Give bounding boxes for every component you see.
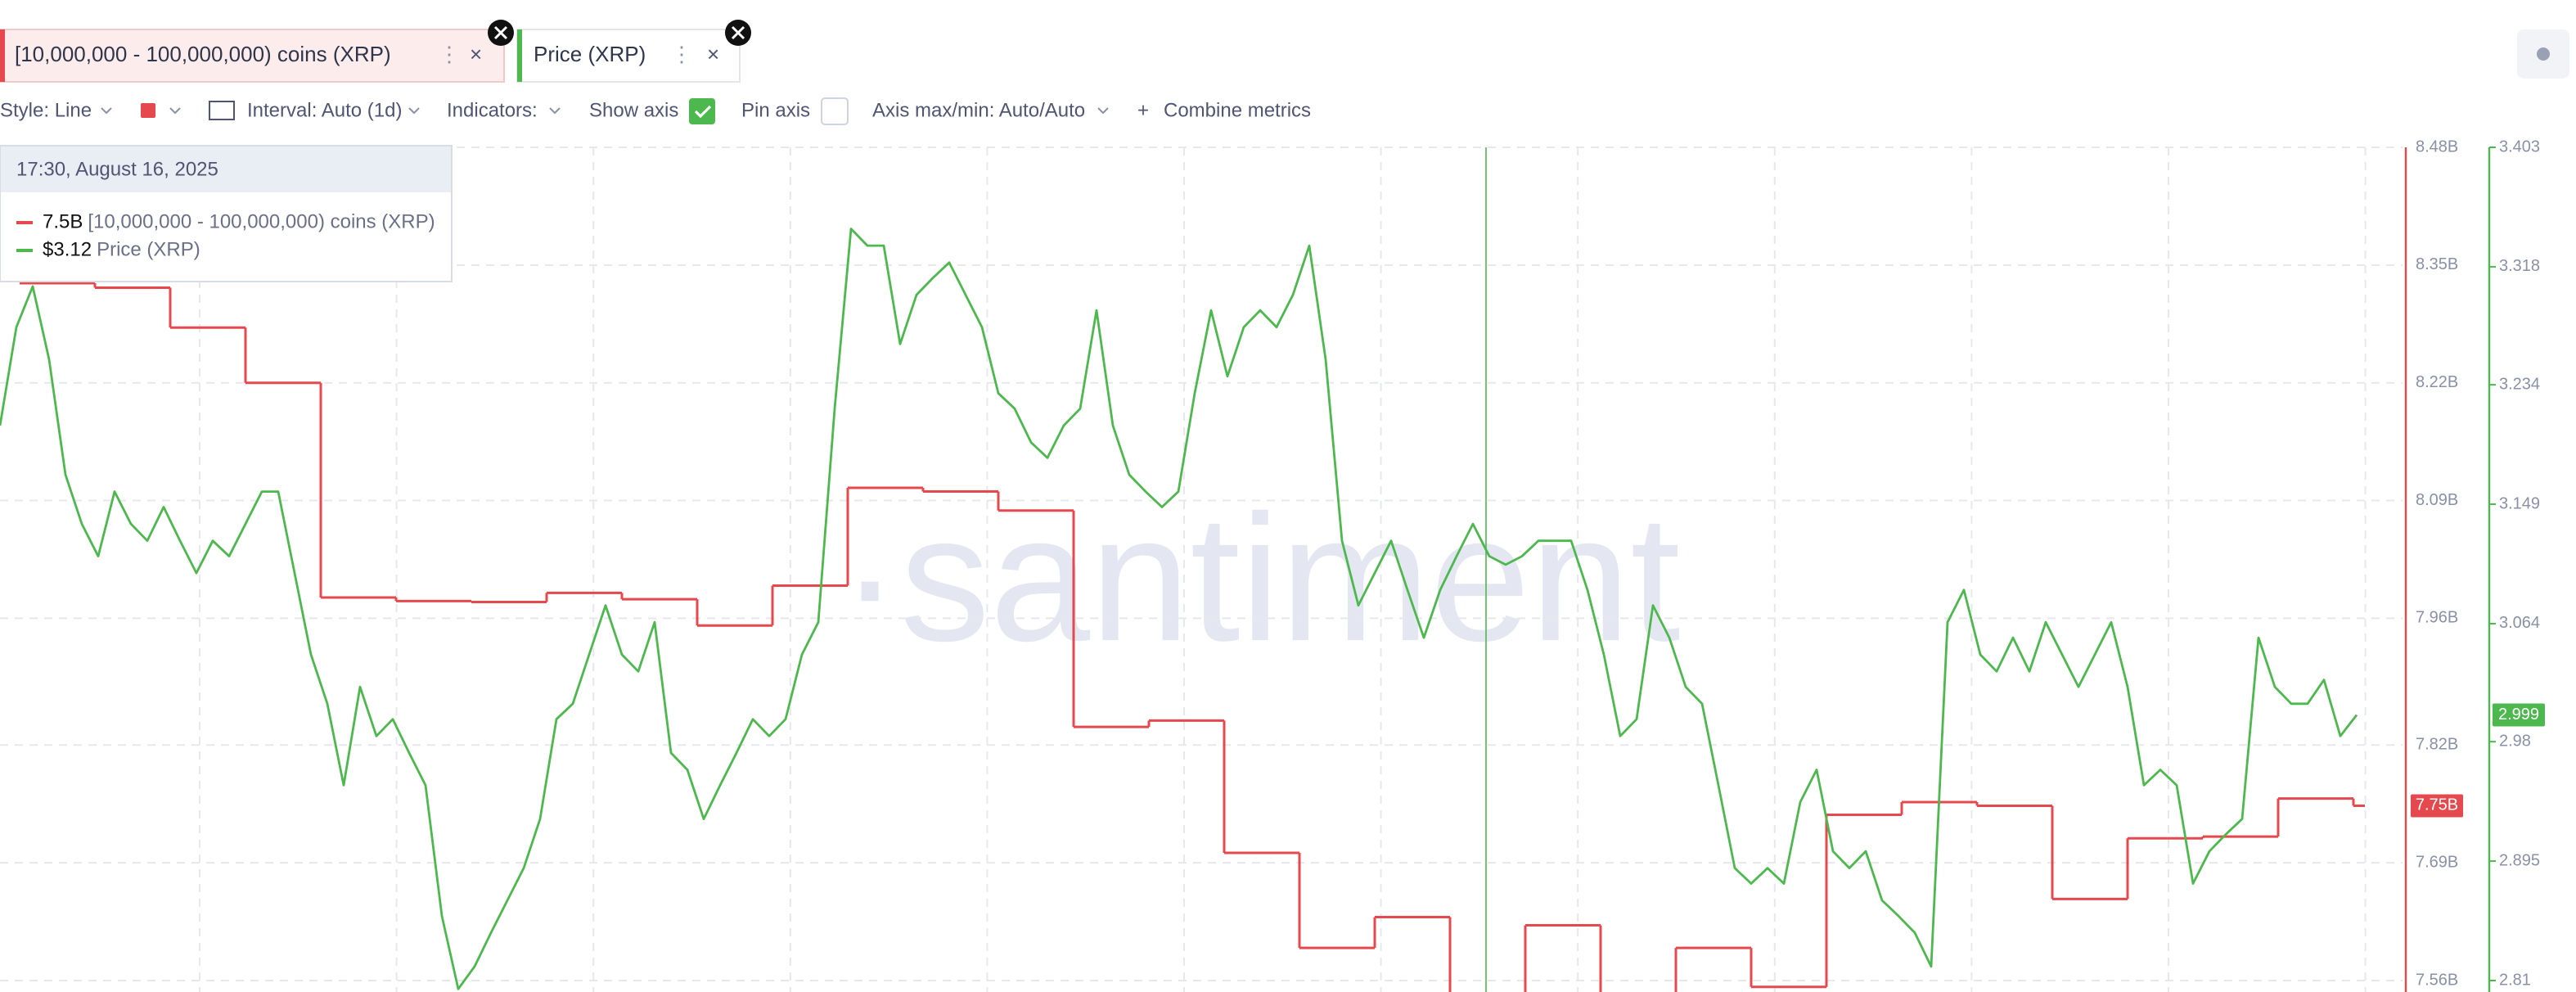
tooltip-series: Price (XRP) [97, 238, 200, 260]
value-badge [2411, 794, 2463, 818]
price-line [0, 228, 2358, 990]
chevron [169, 107, 181, 115]
show-axis-checkbox[interactable] [689, 98, 715, 124]
tab-color [0, 29, 5, 82]
tab-label[interactable]: [10,000,000 - 100,000,000) coins (XRP) [15, 42, 391, 66]
y2-tick-label: 3.318 [2499, 257, 2540, 275]
y2-tick-label: 3.149 [2499, 494, 2540, 512]
chevron [408, 107, 420, 115]
y-tick-label: 7.56B [2416, 971, 2458, 989]
tooltip-title: 17:30, August 16, 2025 [16, 158, 218, 180]
y2-tick-label: 3.403 [2499, 138, 2540, 156]
tab-menu[interactable]: ⋮ [439, 42, 460, 66]
metric-tab[interactable] [516, 29, 741, 83]
chevron [101, 107, 112, 115]
interval-select[interactable]: Interval: Auto (1d) [247, 99, 402, 121]
y-tick-label: 8.22B [2416, 373, 2458, 391]
watermark: ·santiment [840, 477, 1680, 679]
y-tick-label: 8.09B [2416, 491, 2458, 509]
chevron [1097, 107, 1109, 115]
pin-axis-checkbox[interactable] [821, 97, 849, 125]
close-icon [493, 25, 508, 40]
y-tick-label: 7.82B [2416, 736, 2458, 754]
tooltip-series: [10,000,000 - 100,000,000) coins (XRP) [88, 210, 435, 232]
tab-remove[interactable]: × [707, 42, 719, 66]
combine-metrics[interactable]: Combine metrics [1164, 99, 1311, 121]
tab-label[interactable]: Price (XRP) [534, 42, 646, 66]
value-badge-label: 7.75B [2416, 796, 2458, 814]
tooltip-value: 7.5B [43, 210, 83, 232]
style-select[interactable]: Style: Line [0, 99, 92, 121]
y2-tick-label: 2.895 [2499, 851, 2540, 869]
tab-remove[interactable]: × [470, 42, 482, 66]
check-icon [694, 105, 712, 119]
y2-tick-label: 2.81 [2499, 971, 2531, 989]
show-axis-label[interactable]: Show axis [589, 99, 678, 121]
settings-dot [2537, 47, 2550, 61]
y2-tick-label: 3.234 [2499, 375, 2540, 393]
y-tick-label: 7.96B [2416, 609, 2458, 627]
indicators-select[interactable]: Indicators: [447, 99, 538, 121]
interval-icon [209, 101, 235, 120]
pin-axis-label[interactable]: Pin axis [741, 99, 810, 121]
y2-tick-label: 2.98 [2499, 732, 2531, 750]
chevron [549, 107, 561, 115]
y2-tick-label: 3.064 [2499, 614, 2540, 632]
tab-color [517, 29, 522, 82]
y-tick-label: 8.35B [2416, 255, 2458, 273]
tooltip-value: $3.12 [43, 238, 92, 260]
y-tick-label: 8.48B [2416, 138, 2458, 156]
tooltip-header [1, 147, 451, 192]
color-picker[interactable] [141, 103, 155, 118]
y-tick-label: 7.69B [2416, 853, 2458, 871]
plus-icon: + [1137, 99, 1149, 121]
value-badge-label: 2.999 [2498, 706, 2539, 724]
axis-minmax-select[interactable]: Axis max/min: Auto/Auto [872, 99, 1085, 121]
value-badge [2493, 703, 2545, 727]
metric-tab[interactable] [0, 29, 505, 83]
tab-menu[interactable]: ⋮ [671, 42, 692, 66]
close-icon [731, 25, 745, 40]
